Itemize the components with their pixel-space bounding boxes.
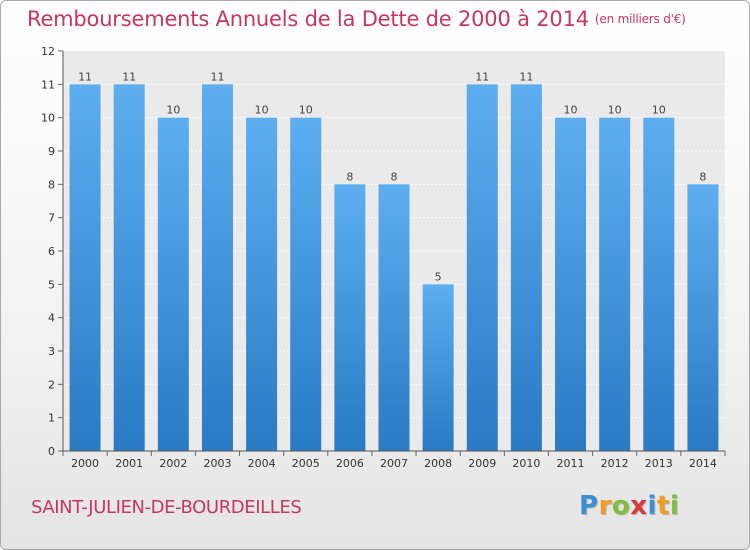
x-tick-label: 2007 — [380, 457, 408, 470]
bar-value-label: 11 — [78, 70, 92, 83]
bar — [157, 117, 189, 452]
bar-value-label: 8 — [699, 170, 706, 183]
bar-value-label: 8 — [391, 170, 398, 183]
brand-logo: Proxiti — [579, 491, 679, 521]
y-tick-label: 2 — [48, 378, 55, 391]
y-tick-label: 6 — [48, 245, 55, 258]
bar-value-label: 10 — [564, 104, 578, 117]
bar-value-label: 10 — [255, 104, 269, 117]
x-tick-label: 2014 — [689, 457, 717, 470]
x-tick-label: 2001 — [115, 457, 143, 470]
brand-logo-letter: P — [579, 491, 599, 521]
x-tick-label: 2012 — [601, 457, 629, 470]
y-tick-label: 9 — [48, 145, 55, 158]
x-tick-label: 2000 — [71, 457, 99, 470]
y-tick-label: 12 — [41, 45, 55, 58]
brand-logo-letter: i — [669, 491, 680, 521]
y-tick-label: 1 — [48, 412, 55, 425]
bar-value-label: 10 — [166, 104, 180, 117]
bar — [510, 84, 542, 451]
commune-name: SAINT-JULIEN-DE-BOURDEILLES — [31, 497, 302, 518]
x-tick-label: 2013 — [645, 457, 673, 470]
x-tick-label: 2004 — [248, 457, 276, 470]
bar — [555, 117, 587, 452]
bar-value-label: 11 — [519, 70, 533, 83]
x-tick-label: 2009 — [468, 457, 496, 470]
x-tick-label: 2008 — [424, 457, 452, 470]
bar — [599, 117, 631, 452]
y-tick-label: 8 — [48, 178, 55, 191]
bar-value-label: 8 — [346, 170, 353, 183]
x-tick-label: 2003 — [203, 457, 231, 470]
bar — [201, 84, 233, 451]
bar — [334, 184, 366, 452]
x-tick-label: 2010 — [512, 457, 540, 470]
bar — [378, 184, 410, 452]
x-tick-label: 2006 — [336, 457, 364, 470]
y-tick-label: 10 — [41, 112, 55, 125]
bar-value-label: 5 — [435, 270, 442, 283]
y-tick-label: 5 — [48, 278, 55, 291]
bar — [246, 117, 278, 452]
bar — [69, 84, 101, 451]
x-tick-label: 2005 — [292, 457, 320, 470]
x-axis-ticks: 2000 2001 2002 2003 2004 2005 2006 2007 2008 2009… — [62, 451, 726, 470]
brand-logo-letter: r — [598, 491, 612, 521]
bar-value-label: 11 — [475, 70, 489, 83]
brand-logo-letter: t — [656, 491, 670, 521]
bar — [643, 117, 675, 452]
bars: 11 11 10 11 10 10 8 8 5 11 11 10 10 10 8 — [69, 70, 719, 452]
chart-title-text: Remboursements Annuels de la Dette de 20… — [27, 7, 589, 31]
brand-logo-letter: i — [647, 491, 657, 521]
bar — [113, 84, 145, 451]
bar — [290, 117, 322, 452]
brand-logo-letter: x — [630, 491, 648, 521]
brand-logo-letter: o — [611, 491, 631, 521]
bar — [422, 284, 454, 451]
y-tick-label: 7 — [48, 212, 55, 225]
y-tick-label: 4 — [48, 312, 55, 325]
chart-unit: (en milliers d'€) — [594, 12, 686, 26]
y-tick-label: 0 — [48, 445, 55, 458]
bar — [687, 184, 719, 452]
chart-title: Remboursements Annuels de la Dette de 20… — [27, 7, 686, 31]
y-tick-label: 3 — [48, 345, 55, 358]
bar-value-label: 10 — [299, 104, 313, 117]
x-tick-label: 2011 — [557, 457, 585, 470]
y-tick-label: 11 — [41, 78, 55, 91]
x-tick-label: 2002 — [159, 457, 187, 470]
bar-value-label: 11 — [210, 70, 224, 83]
bar-value-label: 10 — [652, 104, 666, 117]
bar-value-label: 11 — [122, 70, 136, 83]
bar — [466, 84, 498, 451]
bar-value-label: 10 — [608, 104, 622, 117]
